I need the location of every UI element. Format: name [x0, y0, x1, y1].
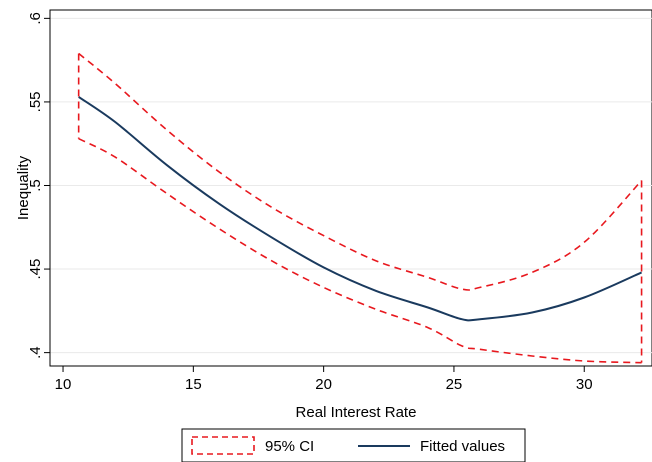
y-tick-label: .45	[27, 259, 44, 280]
plot-frame	[49, 9, 652, 367]
legend-fitted-label: Fitted values	[420, 438, 505, 455]
y-tick-label: .55	[27, 91, 44, 112]
y-tick-label: .5	[27, 179, 44, 192]
y-tick-label: .6	[27, 12, 44, 25]
x-tick-label: 30	[576, 376, 593, 393]
series-layer	[77, 52, 643, 364]
x-axis-label: Real Interest Rate	[296, 404, 417, 421]
legend-box	[181, 428, 526, 462]
legend-ci-label: 95% CI	[265, 438, 314, 455]
grid-lines	[50, 17, 652, 354]
x-tick-label: 15	[185, 376, 202, 393]
y-tick-label: .4	[27, 346, 44, 359]
x-tick-label: 20	[315, 376, 332, 393]
ci-upper-line	[78, 52, 643, 291]
x-tick-label: 25	[446, 376, 463, 393]
axes: .4 .45 .5 .55 .6 10 15 20 25 30	[27, 10, 652, 393]
fitted-values-line	[78, 96, 643, 322]
x-tick-label: 10	[55, 376, 72, 393]
legend: 95% CI Fitted values	[181, 428, 526, 462]
y-axis-label: Inequality	[15, 155, 32, 220]
ci-lower-line	[78, 137, 642, 364]
legend-ci-swatch	[191, 436, 255, 455]
